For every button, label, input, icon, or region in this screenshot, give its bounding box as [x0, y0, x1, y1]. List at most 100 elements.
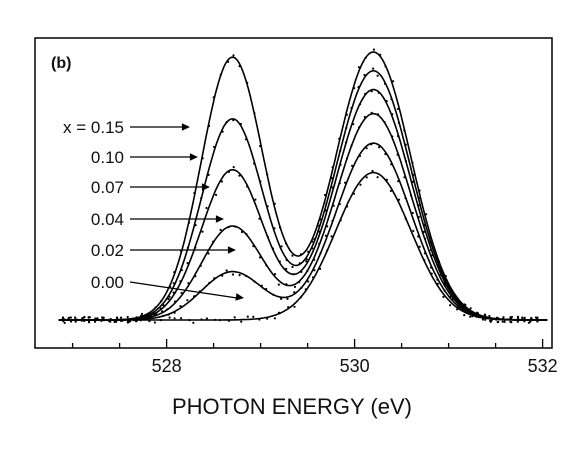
- data-point: [219, 73, 222, 76]
- data-point: [179, 280, 182, 283]
- data-point: [273, 227, 276, 230]
- x-ticks: 528 530 532: [71, 339, 558, 376]
- panel-label: (b): [51, 55, 71, 72]
- data-point: [305, 258, 308, 261]
- data-point: [489, 320, 492, 323]
- data-point: [391, 113, 394, 116]
- data-point: [370, 143, 373, 146]
- data-point: [365, 176, 368, 179]
- data-point: [371, 169, 374, 173]
- data-point: [436, 278, 439, 281]
- data-point: [390, 98, 393, 101]
- data-point: [220, 180, 223, 183]
- series-label-4: 0.02: [91, 241, 124, 260]
- data-point: [299, 253, 302, 256]
- data-point: [423, 223, 426, 227]
- data-point: [244, 138, 248, 141]
- data-point: [451, 298, 454, 301]
- data-point: [231, 273, 235, 276]
- data-point: [523, 320, 526, 323]
- data-point: [161, 310, 164, 313]
- data-point: [423, 259, 426, 262]
- data-point: [162, 314, 165, 317]
- series-label-3: 0.04: [91, 210, 124, 229]
- x-tick-label: 530: [340, 356, 370, 376]
- data-point: [187, 221, 191, 224]
- plot-frame: [34, 37, 553, 349]
- data-point: [344, 181, 347, 184]
- data-point: [246, 185, 249, 188]
- data-point: [259, 144, 262, 148]
- data-point: [370, 111, 373, 114]
- data-point: [159, 307, 162, 310]
- data-point: [62, 320, 65, 323]
- data-point: [339, 149, 342, 152]
- series-label-5: 0.00: [91, 273, 124, 292]
- data-point: [502, 316, 505, 319]
- data-point: [172, 291, 175, 294]
- data-point: [153, 321, 156, 324]
- data-point: [456, 308, 459, 311]
- data-point: [186, 299, 189, 302]
- data-point: [74, 318, 77, 321]
- data-point: [364, 92, 367, 95]
- data-point: [74, 316, 77, 319]
- data-point: [404, 143, 407, 146]
- data-point: [390, 163, 393, 166]
- data-point: [273, 317, 276, 320]
- data-point: [109, 320, 112, 323]
- series-line-5: [58, 171, 548, 321]
- data-point: [160, 319, 163, 322]
- data-point: [449, 304, 452, 307]
- data-point: [140, 312, 144, 315]
- data-point: [280, 245, 283, 248]
- data-point: [391, 135, 394, 138]
- data-point: [193, 295, 196, 298]
- data-point: [363, 73, 366, 77]
- data-point: [319, 252, 322, 255]
- data-point: [162, 304, 165, 307]
- data-point: [298, 281, 301, 284]
- data-point: [438, 274, 441, 277]
- data-point: [94, 317, 97, 320]
- data-point: [292, 273, 295, 276]
- data-point: [306, 269, 309, 273]
- data-point: [188, 319, 191, 322]
- data-point: [319, 218, 322, 221]
- data-point: [122, 318, 125, 321]
- data-point: [345, 126, 348, 129]
- data-point: [285, 283, 288, 286]
- data-point: [430, 272, 433, 275]
- data-point: [313, 258, 316, 261]
- data-point: [126, 321, 129, 324]
- data-point: [376, 176, 379, 179]
- data-point: [436, 282, 439, 285]
- data-point: [253, 280, 256, 283]
- data-point: [272, 293, 275, 296]
- data-point: [443, 282, 446, 285]
- data-point: [300, 270, 303, 273]
- data-point: [63, 321, 66, 324]
- data-point: [201, 157, 204, 160]
- data-point: [411, 180, 414, 183]
- data-point: [74, 320, 77, 323]
- data-point: [168, 316, 171, 319]
- data-point: [234, 225, 237, 228]
- data-point: [384, 65, 387, 68]
- data-point: [464, 303, 467, 306]
- data-point: [273, 202, 276, 205]
- data-point: [437, 263, 440, 266]
- data-point: [227, 226, 230, 229]
- data-point: [238, 274, 241, 277]
- data-point: [345, 157, 349, 160]
- data-point: [212, 240, 215, 243]
- data-point: [108, 318, 111, 321]
- data-point: [404, 160, 407, 163]
- data-point: [338, 203, 341, 206]
- data-point: [285, 258, 288, 262]
- data-point: [469, 315, 472, 318]
- data-point: [430, 254, 434, 257]
- data-point: [213, 277, 216, 280]
- data-point: [304, 288, 307, 291]
- data-point: [258, 217, 261, 220]
